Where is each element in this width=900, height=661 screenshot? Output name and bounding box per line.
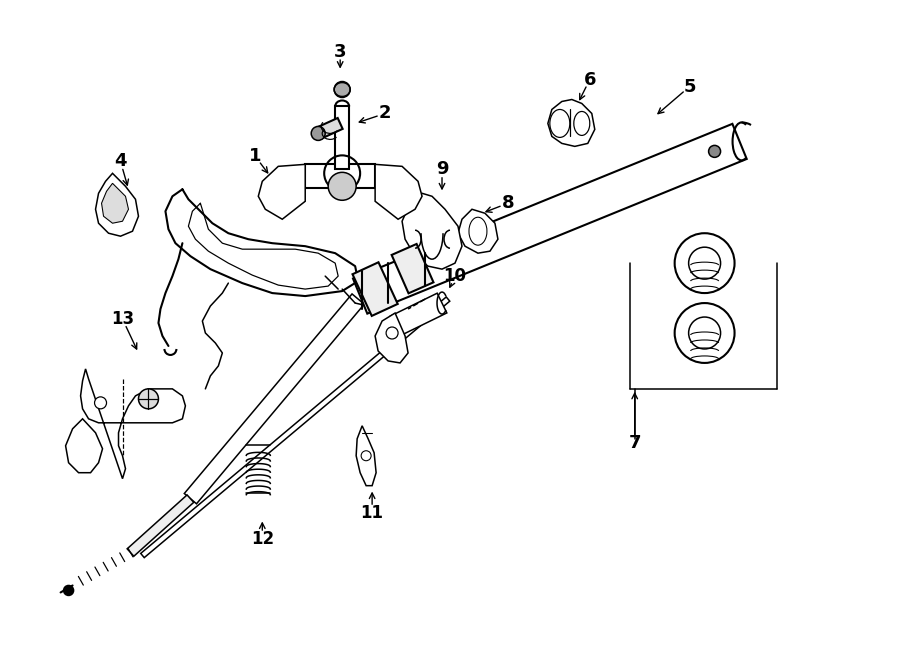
Polygon shape	[316, 118, 343, 139]
Polygon shape	[127, 495, 194, 557]
Circle shape	[361, 451, 371, 461]
Polygon shape	[184, 294, 364, 504]
Circle shape	[328, 173, 356, 200]
Polygon shape	[375, 165, 422, 219]
Polygon shape	[95, 173, 139, 236]
Polygon shape	[356, 426, 376, 486]
Polygon shape	[392, 244, 434, 293]
Circle shape	[688, 317, 721, 349]
Text: 3: 3	[334, 42, 346, 61]
Polygon shape	[81, 369, 185, 479]
Text: 7: 7	[628, 434, 641, 451]
Text: 9: 9	[436, 161, 448, 178]
Polygon shape	[305, 165, 375, 188]
Text: 2: 2	[379, 104, 392, 122]
Text: 13: 13	[111, 310, 134, 328]
Circle shape	[64, 586, 74, 596]
Text: 6: 6	[583, 71, 596, 89]
Polygon shape	[402, 193, 462, 269]
Polygon shape	[458, 210, 498, 253]
Polygon shape	[102, 183, 129, 223]
Polygon shape	[335, 106, 349, 169]
Polygon shape	[548, 100, 595, 146]
Text: 4: 4	[114, 152, 127, 171]
Polygon shape	[391, 293, 446, 336]
Polygon shape	[353, 124, 747, 313]
Text: 10: 10	[444, 267, 466, 285]
Polygon shape	[258, 165, 305, 219]
Circle shape	[139, 389, 158, 409]
Circle shape	[708, 145, 721, 157]
Circle shape	[688, 247, 721, 279]
Circle shape	[94, 397, 106, 409]
Polygon shape	[375, 313, 408, 363]
Polygon shape	[353, 262, 398, 316]
Text: 1: 1	[249, 147, 262, 165]
Circle shape	[675, 233, 734, 293]
Text: 8: 8	[501, 194, 514, 212]
Polygon shape	[140, 297, 450, 558]
Text: 5: 5	[683, 77, 696, 95]
Circle shape	[386, 327, 398, 339]
Text: 11: 11	[361, 504, 383, 522]
Text: 12: 12	[251, 529, 274, 547]
Polygon shape	[66, 419, 103, 473]
Circle shape	[334, 81, 350, 97]
Circle shape	[675, 303, 734, 363]
Circle shape	[311, 126, 325, 140]
